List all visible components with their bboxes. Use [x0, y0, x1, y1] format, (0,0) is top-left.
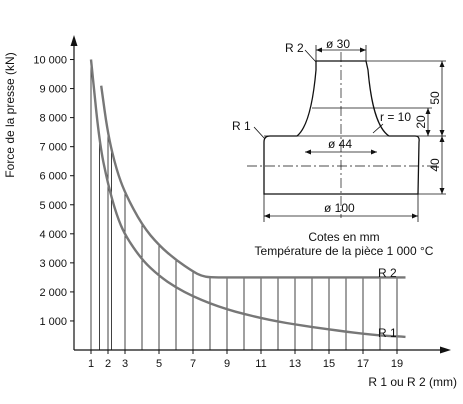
- x-tick-label: 15: [323, 358, 335, 370]
- inset-caption-temperature: Température de la pièce 1 000 °C: [255, 244, 434, 258]
- r1-label: R 1: [232, 119, 251, 133]
- series-curve-r2: [100, 85, 406, 279]
- dim-d100-arrow-right: [412, 213, 418, 219]
- y-tick-label: 7 000: [39, 142, 67, 154]
- y-axis-title: Force de la presse (kN): [3, 52, 17, 177]
- dim-h50-arrow-bottom: [439, 130, 445, 136]
- y-tick-label: 4 000: [39, 229, 67, 241]
- y-tick-label: 6 000: [39, 171, 67, 183]
- y-tick-label: 1 000: [39, 316, 67, 328]
- y-tick-label: 2 000: [39, 287, 67, 299]
- x-tick-label: 9: [224, 358, 230, 370]
- y-axis-arrow: [70, 35, 78, 46]
- x-axis-title: R 1 ou R 2 (mm): [368, 375, 457, 389]
- r10-leader: [372, 123, 384, 134]
- y-tick-label: 10 000: [33, 55, 67, 67]
- r10-label: r = 10: [380, 110, 411, 124]
- series-label-r1: R 1: [378, 326, 397, 340]
- dim-d44-label: ø 44: [328, 137, 352, 151]
- x-tick-label: 7: [190, 358, 196, 370]
- dim-h40-arrow-top: [439, 136, 445, 142]
- x-tick-label: 5: [156, 358, 162, 370]
- y-tick-label: 8 000: [39, 113, 67, 125]
- x-tick-label: 19: [391, 358, 403, 370]
- dim-d44-arrow-left: [305, 149, 311, 155]
- x-tick-label: 13: [289, 358, 301, 370]
- series-curve-r1: [89, 59, 406, 339]
- y-tick-label: 3 000: [39, 258, 67, 270]
- dim-h20-label: 20: [414, 115, 428, 129]
- y-axis-ticks: 1 000 2 000 3 000 4 000 5 000 6 000 7 000 8 000…: [33, 55, 74, 328]
- dim-d30-arrow-left: [316, 47, 322, 53]
- dim-d30-label: ø 30: [326, 37, 350, 51]
- inset-caption-units: Cotes en mm: [308, 230, 379, 244]
- dim-h50-label: 50: [428, 91, 442, 105]
- x-axis-arrow: [440, 346, 451, 354]
- part-outline: [263, 60, 420, 195]
- dim-h50-arrow-top: [439, 61, 445, 67]
- x-tick-label: 3: [122, 358, 128, 370]
- dim-d30-arrow-right: [360, 47, 366, 53]
- x-tick-label: 1: [88, 358, 94, 370]
- x-tick-label: 11: [255, 358, 266, 370]
- dim-h40-arrow-bottom: [439, 188, 445, 194]
- dim-h20-arrow-bottom: [425, 130, 431, 136]
- dim-h20-arrow-top: [425, 108, 431, 114]
- part-drawing: ø 30 R 2 R 1 r = 10 ø 44 ø 100 50: [232, 37, 446, 258]
- dim-d44-arrow-right: [371, 149, 377, 155]
- y-tick-label: 5 000: [39, 200, 67, 212]
- curves: [89, 59, 406, 339]
- x-tick-label: 17: [357, 358, 369, 370]
- dim-d100-label: ø 100: [324, 201, 355, 215]
- x-axis-ticks: 1 2 3 5 7 9 11 13 15 17 19: [88, 350, 403, 370]
- x-tick-label: 2: [105, 358, 111, 370]
- dim-d100-arrow-left: [264, 213, 270, 219]
- r2-leader: [304, 49, 317, 63]
- r1-leader: [253, 126, 266, 140]
- dim-h40-label: 40: [428, 158, 442, 172]
- series-label-r2: R 2: [378, 266, 397, 280]
- y-tick-label: 9 000: [39, 84, 67, 96]
- r2-label: R 2: [285, 41, 304, 55]
